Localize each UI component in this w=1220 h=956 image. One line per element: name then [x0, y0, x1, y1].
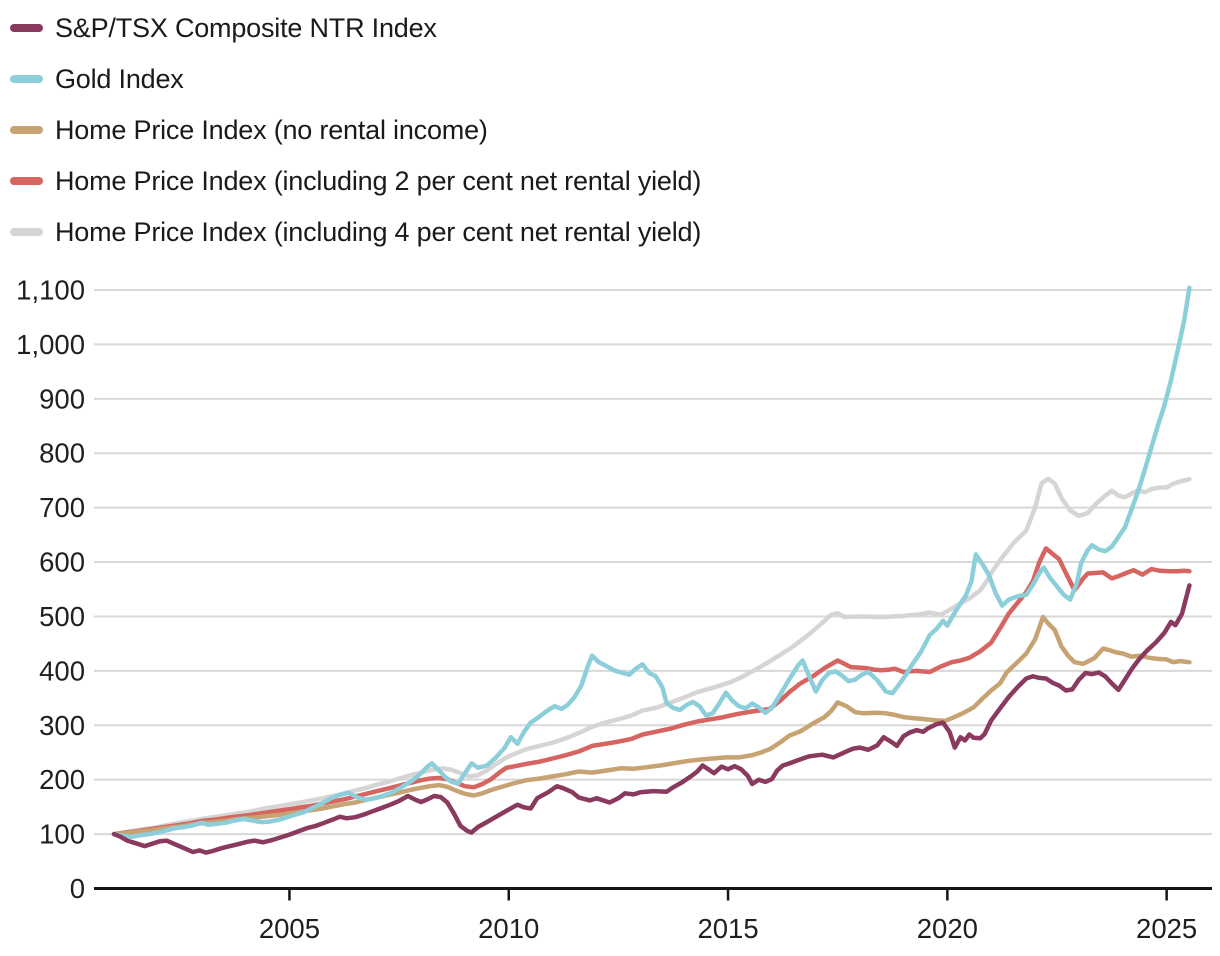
- legend-item-hpi2: Home Price Index (including 2 per cent n…: [10, 167, 701, 195]
- legend-label: Home Price Index (no rental income): [55, 114, 488, 145]
- legend-label: S&P/TSX Composite NTR Index: [55, 12, 437, 43]
- y-tick-label: 700: [39, 492, 85, 523]
- legend-item-hpi4: Home Price Index (including 4 per cent n…: [10, 218, 701, 246]
- y-tick-label: 900: [39, 383, 85, 414]
- y-tick-label: 1,000: [16, 329, 85, 360]
- legend-swatch-icon: [10, 75, 43, 83]
- legend-swatch-icon: [10, 228, 43, 236]
- legend-swatch-icon: [10, 126, 43, 134]
- y-tick-label: 1,100: [16, 275, 85, 306]
- legend-swatch-icon: [10, 24, 43, 32]
- legend-label: Gold Index: [55, 63, 184, 94]
- legend-swatch-icon: [10, 177, 43, 185]
- y-tick-label: 300: [39, 710, 85, 741]
- series-line-hpi2: [111, 546, 1192, 837]
- y-tick-label: 800: [39, 438, 85, 469]
- legend-label: Home Price Index (including 4 per cent n…: [55, 216, 702, 247]
- y-tick-label: 500: [39, 601, 85, 632]
- series-line-gold: [111, 285, 1192, 840]
- chart-legend: S&P/TSX Composite NTR Index Gold Index Hom…: [10, 14, 701, 269]
- x-tick-label: 2005: [259, 913, 320, 944]
- x-tick-label: 2015: [697, 913, 758, 944]
- y-tick-label: 0: [70, 873, 85, 904]
- x-tick-label: 2025: [1136, 913, 1197, 944]
- legend-item-tsx: S&P/TSX Composite NTR Index: [10, 14, 701, 42]
- y-tick-label: 100: [39, 819, 85, 850]
- y-tick-label: 200: [39, 764, 85, 795]
- legend-item-hpi0: Home Price Index (no rental income): [10, 116, 701, 144]
- y-tick-label: 400: [39, 655, 85, 686]
- series-line-tsx: [111, 583, 1192, 855]
- y-tick-label: 600: [39, 547, 85, 578]
- x-tick-label: 2010: [478, 913, 539, 944]
- series-line-hpi4: [111, 476, 1192, 837]
- legend-label: Home Price Index (including 2 per cent n…: [55, 165, 702, 196]
- x-tick-label: 2020: [917, 913, 978, 944]
- legend-item-gold: Gold Index: [10, 65, 701, 93]
